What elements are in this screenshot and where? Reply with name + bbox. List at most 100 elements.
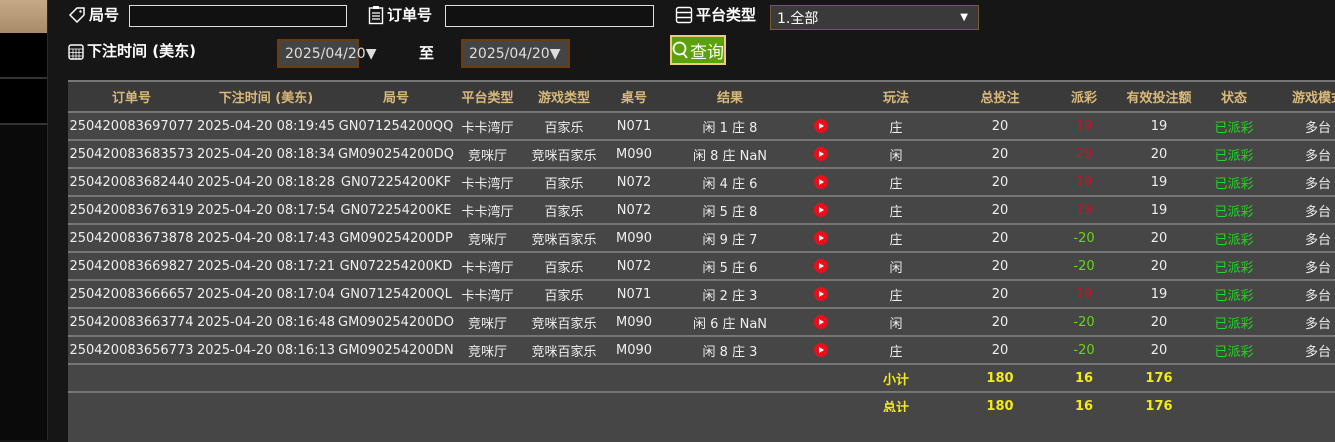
- table-cell: 庄: [842, 112, 950, 141]
- table-cell: 庄: [842, 336, 950, 365]
- date-from-select[interactable]: 2025/04/20▼: [277, 39, 376, 68]
- play-icon[interactable]: [814, 147, 828, 161]
- table-cell: 闲 6 庄 NaN: [660, 308, 800, 337]
- table-cell: 19: [1050, 196, 1118, 225]
- play-icon[interactable]: [814, 231, 828, 245]
- table-cell: 2025-04-20 08:17:54: [195, 196, 337, 225]
- table-cell: GN072254200KE: [337, 196, 455, 225]
- table-row[interactable]: 250420083683573 2025-04-20 08:18:34 GM0902…: [68, 140, 1335, 169]
- table-cell: 250420083666657: [68, 280, 195, 309]
- table-cell: 250420083683573: [68, 140, 195, 169]
- table-cell: 庄: [842, 196, 950, 225]
- table-cell: 19: [1050, 112, 1118, 141]
- sidebar-item[interactable]: [0, 33, 47, 79]
- empty-cell: [608, 364, 660, 393]
- column-header: 玩法: [842, 80, 950, 113]
- column-header: 有效投注额: [1118, 80, 1200, 113]
- date-to-select[interactable]: 2025/04/20▼: [461, 39, 570, 68]
- subtotal-payout: 16: [1050, 364, 1118, 393]
- empty-cell: [1200, 364, 1268, 393]
- play-icon[interactable]: [814, 119, 828, 133]
- table-cell: 250420083656773: [68, 336, 195, 365]
- replay-cell[interactable]: [800, 112, 842, 141]
- table-cell: 卡卡湾厅: [455, 196, 520, 225]
- table-cell: 闲 5 庄 6: [660, 252, 800, 281]
- table-cell: 250420083669827: [68, 252, 195, 281]
- platform-select[interactable]: 1.全部 ▼: [770, 5, 979, 30]
- table-cell: 竞咪厅: [455, 336, 520, 365]
- play-icon[interactable]: [814, 343, 828, 357]
- replay-cell[interactable]: [800, 224, 842, 253]
- round-input[interactable]: [129, 5, 347, 27]
- table-row[interactable]: 250420083669827 2025-04-20 08:17:21 GN0722…: [68, 252, 1335, 281]
- table-cell: 竞咪厅: [455, 140, 520, 169]
- replay-cell[interactable]: [800, 336, 842, 365]
- table-cell: 20: [950, 112, 1050, 141]
- table-cell: 已派彩: [1200, 252, 1268, 281]
- table-cell: 20: [950, 140, 1050, 169]
- replay-cell[interactable]: [800, 140, 842, 169]
- table-cell: 竞咪厅: [455, 308, 520, 337]
- table-cell: 20: [1118, 308, 1200, 337]
- column-header: [800, 80, 842, 113]
- table-cell: 庄: [842, 168, 950, 197]
- table-row[interactable]: 250420083673878 2025-04-20 08:17:43 GM0902…: [68, 224, 1335, 253]
- bet-records-table: 订单号 下注时间 (美东) 局号 平台类型 游戏类型 桌号 结果 玩法 总投注 派彩 有效投注额 状态…: [68, 80, 1335, 421]
- table-cell: 多台: [1268, 112, 1335, 141]
- play-icon[interactable]: [814, 203, 828, 217]
- table-row[interactable]: 250420083663774 2025-04-20 08:16:48 GM0902…: [68, 308, 1335, 337]
- replay-cell[interactable]: [800, 252, 842, 281]
- play-icon[interactable]: [814, 259, 828, 273]
- table-cell: GN072254200KF: [337, 168, 455, 197]
- table-cell: 庄: [842, 224, 950, 253]
- table-cell: 已派彩: [1200, 224, 1268, 253]
- calendar-icon: [68, 43, 84, 60]
- column-header: 游戏模式: [1268, 80, 1335, 113]
- table-cell: GN072254200KD: [337, 252, 455, 281]
- table-cell: 卡卡湾厅: [455, 168, 520, 197]
- sidebar-item[interactable]: [0, 79, 47, 125]
- table-row[interactable]: 250420083676319 2025-04-20 08:17:54 GN0722…: [68, 196, 1335, 225]
- replay-cell[interactable]: [800, 280, 842, 309]
- table-row[interactable]: 250420083656773 2025-04-20 08:16:13 GM0902…: [68, 336, 1335, 365]
- play-icon[interactable]: [814, 175, 828, 189]
- table-cell: GM090254200DN: [337, 336, 455, 365]
- play-icon[interactable]: [814, 287, 828, 301]
- table-cell: 闲 8 庄 3: [660, 336, 800, 365]
- table-cell: 20: [950, 308, 1050, 337]
- list-icon: [675, 6, 693, 23]
- column-header: 结果: [660, 80, 800, 113]
- replay-cell[interactable]: [800, 308, 842, 337]
- table-cell: 已派彩: [1200, 168, 1268, 197]
- order-input[interactable]: [445, 5, 654, 27]
- replay-cell[interactable]: [800, 168, 842, 197]
- table-row[interactable]: 250420083682440 2025-04-20 08:18:28 GN0722…: [68, 168, 1335, 197]
- replay-cell[interactable]: [800, 196, 842, 225]
- table-cell: 闲 1 庄 8: [660, 112, 800, 141]
- play-icon[interactable]: [814, 315, 828, 329]
- empty-cell: [337, 364, 455, 393]
- table-cell: GN071254200QL: [337, 280, 455, 309]
- table-row[interactable]: 250420083666657 2025-04-20 08:17:04 GN0712…: [68, 280, 1335, 309]
- table-cell: 竞咪百家乐: [520, 224, 608, 253]
- table-cell: 百家乐: [520, 112, 608, 141]
- table-cell: 多台: [1268, 224, 1335, 253]
- table-cell: 已派彩: [1200, 196, 1268, 225]
- table-cell: N072: [608, 196, 660, 225]
- column-header: 派彩: [1050, 80, 1118, 113]
- time-label: 下注时间 (美东): [68, 40, 196, 61]
- table-cell: 19: [1050, 280, 1118, 309]
- subtotal-label: 小计: [842, 364, 950, 393]
- table-cell: 250420083697077: [68, 112, 195, 141]
- table-cell: 竞咪百家乐: [520, 336, 608, 365]
- table-cell: 多台: [1268, 252, 1335, 281]
- table-cell: 19: [1118, 196, 1200, 225]
- table-cell: 多台: [1268, 336, 1335, 365]
- table-cell: 20: [1118, 336, 1200, 365]
- table-cell: 卡卡湾厅: [455, 112, 520, 141]
- query-button[interactable]: 查询: [670, 35, 726, 65]
- table-cell: 闲: [842, 308, 950, 337]
- column-header: 局号: [337, 80, 455, 113]
- table-row[interactable]: 250420083697077 2025-04-20 08:19:45 GN0712…: [68, 112, 1335, 141]
- table-cell: 竞咪百家乐: [520, 140, 608, 169]
